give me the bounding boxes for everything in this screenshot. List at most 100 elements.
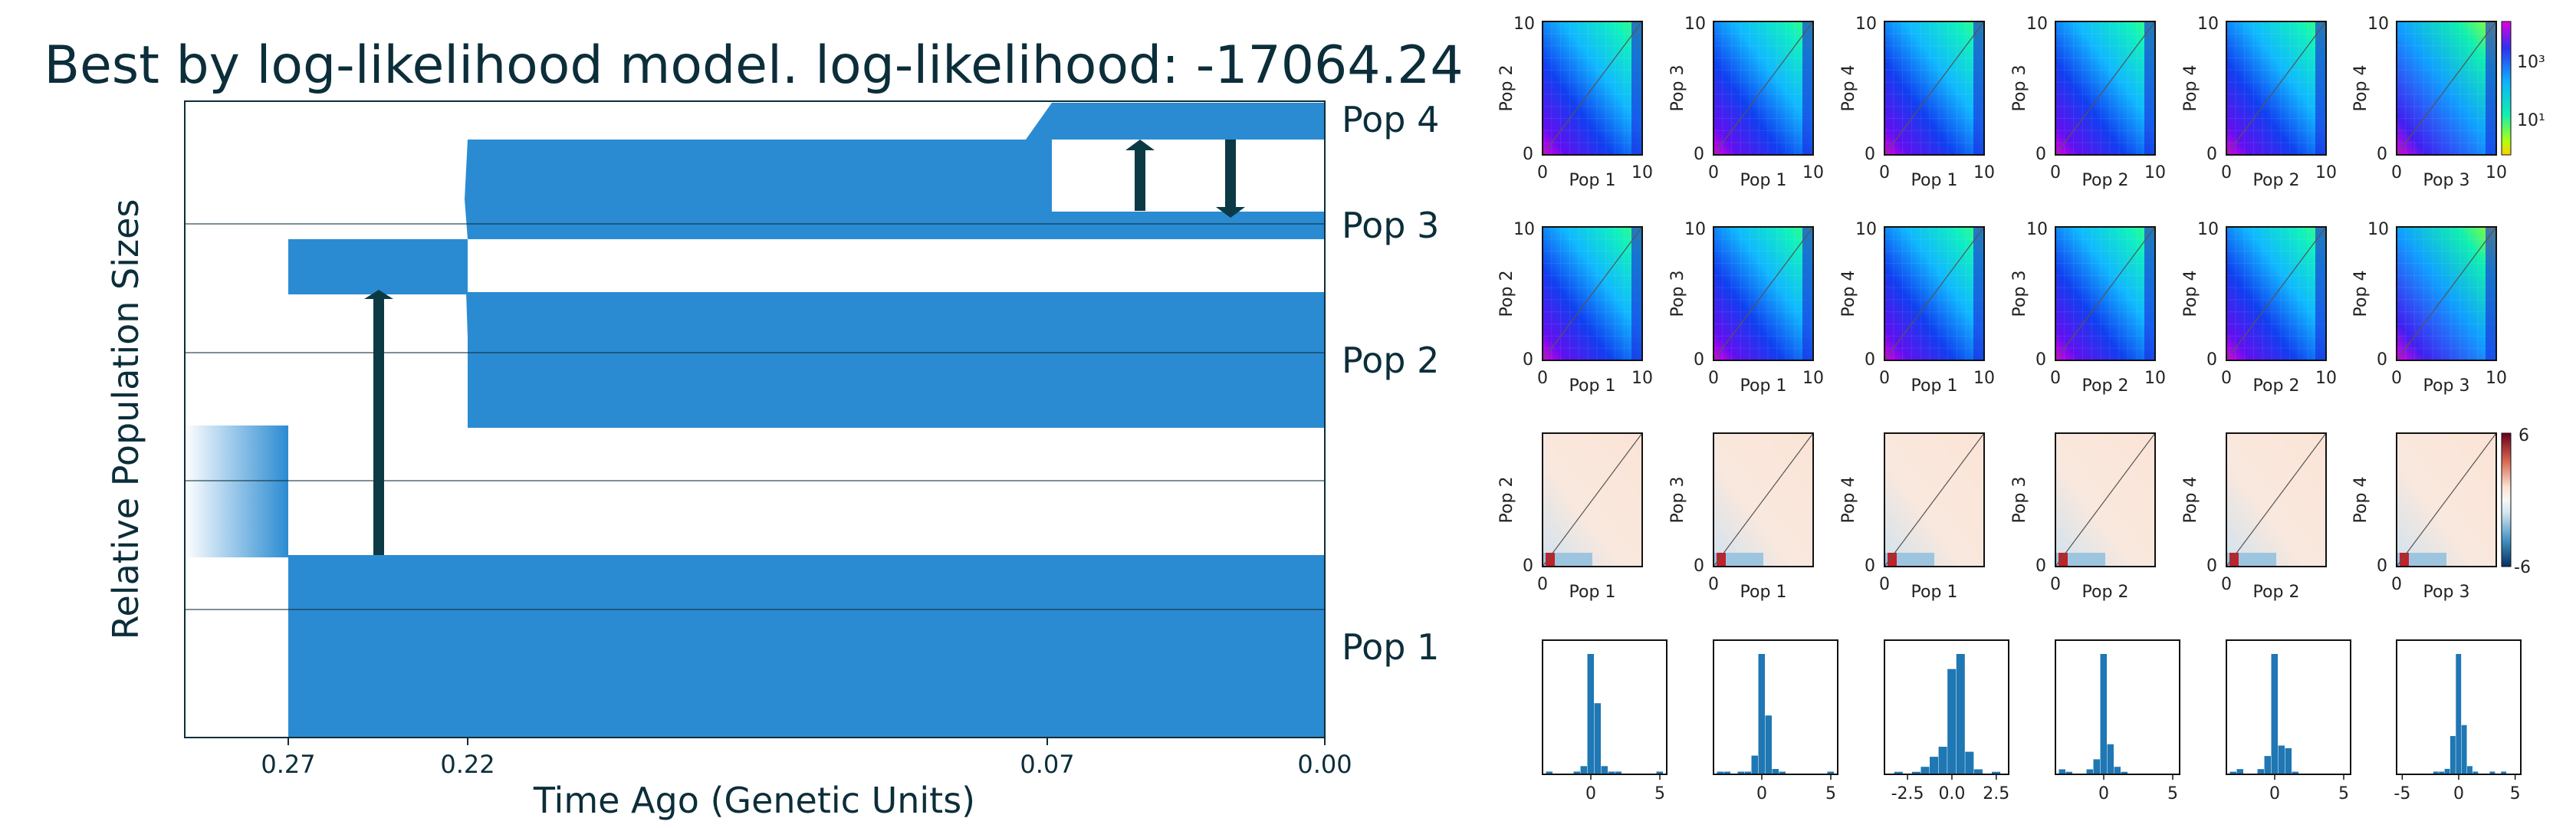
y-axis-label: Pop 2 (1497, 65, 1516, 112)
migration-arrow-pop1-to-pop2 (364, 290, 393, 555)
edge-cells (1631, 21, 1642, 155)
y-axis-label: Pop 4 (2181, 477, 2200, 524)
colorbar-tick: -6 (2514, 558, 2531, 577)
histogram-x-tick: -5 (2394, 784, 2410, 803)
histogram-x-tick: 0 (1585, 784, 1596, 803)
histogram-bar (1758, 654, 1765, 774)
histogram-x-tick: 0 (2453, 784, 2464, 803)
histogram-bar (2439, 771, 2445, 774)
y-axis-label: Pop 2 (1497, 477, 1516, 524)
x-tick-label: 10 (2486, 369, 2507, 388)
pop3-label: Pop 3 (1342, 205, 1439, 246)
model-y-axis-label: Relative Population Sizes (105, 199, 146, 640)
edge-cells (1973, 21, 1984, 155)
x-axis-label: Pop 3 (2423, 376, 2470, 396)
low-residual-cells (1714, 553, 1763, 567)
y-axis-label: Pop 3 (1668, 477, 1687, 524)
x-tick-label: 10 (2486, 163, 2507, 182)
colorbar-tick: 10³ (2517, 53, 2545, 72)
histogram-bar (2501, 771, 2507, 774)
x-tick-label: 10 (1973, 369, 1995, 388)
x-tick-label: 0.07 (1020, 750, 1074, 779)
edge-cells (1802, 21, 1813, 155)
residual-histogram-panel: -5 0 5 (2394, 639, 2522, 803)
x-tick-label: 0 (2050, 575, 2061, 594)
x-axis-label: Pop 2 (2082, 583, 2129, 602)
histogram-bar (2264, 756, 2271, 774)
diagonal-line (1542, 226, 1643, 361)
colorbar-tick: 10¹ (2517, 111, 2545, 130)
migration-arrow-pop3-to-pop4 (1125, 140, 1155, 211)
y-tick-label: 0 (1523, 350, 1533, 370)
histogram-bar (2489, 771, 2496, 774)
histogram-x-tick: 0 (1756, 784, 1767, 803)
histogram-bar (2229, 771, 2236, 774)
low-residual-cells (2055, 553, 2105, 567)
histogram-bar (1573, 771, 1580, 774)
model-x-axis-label: Time Ago (Genetic Units) (533, 780, 975, 821)
histogram-bar (1546, 771, 1552, 774)
migration-arrow-pop4-to-pop3 (1216, 140, 1245, 218)
histogram-bar (1947, 669, 1957, 774)
x-tick-label: 0.22 (440, 750, 495, 779)
observed_sfs-panel: 00 10 10 Pop 1 Pop 3 (1668, 15, 1824, 190)
y-tick-label: 0 (2036, 145, 2046, 164)
diagonal-line (1713, 226, 1814, 361)
x-axis-label: Pop 1 (1569, 583, 1616, 602)
model_sfs-panel: 00 10 10 Pop 2 Pop 4 (2181, 220, 2337, 396)
x-axis-label: Pop 2 (2253, 376, 2300, 396)
population-blocks (185, 103, 1325, 738)
pop4-pop3-gap (1052, 141, 1325, 212)
x-tick-label: 0.27 (261, 750, 315, 779)
pop2-block-early (288, 239, 468, 294)
heatmap-frame (1884, 226, 1985, 361)
y-tick-label: 0 (2377, 145, 2387, 164)
y-axis-label: Pop 4 (1839, 65, 1858, 112)
x-axis-label: Pop 2 (2082, 376, 2129, 396)
diagonal-line (2396, 226, 2497, 361)
histogram-bar (1930, 757, 1939, 774)
histogram-bar (2121, 771, 2128, 774)
residuals-panel: 00 Pop 3 Pop 4 (2351, 432, 2497, 602)
observed_sfs-panel: 00 10 10 Pop 2 Pop 3 (2010, 15, 2166, 190)
histogram-bar (1615, 771, 1622, 774)
x-axis-label: Pop 2 (2082, 171, 2129, 190)
edge-cells (1973, 227, 1984, 360)
observed_sfs-panel: 00 10 10 Pop 3 Pop 4 (2351, 15, 2507, 190)
heatmap-frame (2396, 432, 2497, 567)
histogram-bar (1956, 654, 1965, 774)
histogram-bar (1587, 654, 1594, 774)
colorbar-tick: 6 (2518, 426, 2529, 445)
histogram-x-tick: 5 (2338, 784, 2349, 803)
y-tick-label: 10 (2367, 220, 2389, 239)
low-residual-cells (2397, 553, 2446, 567)
x-axis-label: Pop 1 (1740, 376, 1787, 396)
x-tick-label: 10 (1802, 163, 1824, 182)
histogram-bar (1656, 771, 1663, 774)
histogram-bar (2107, 744, 2114, 774)
y-tick-label: 0 (1694, 350, 1704, 370)
residuals-colorbar: 6 -6 (2501, 426, 2531, 577)
histogram-bar (2271, 654, 2278, 774)
y-tick-label: 0 (1523, 145, 1533, 164)
y-axis-label: Pop 4 (2351, 477, 2371, 524)
x-tick-label: 0 (1537, 163, 1548, 182)
histogram-bar (2058, 769, 2065, 774)
histogram-bar (1779, 771, 1786, 774)
x-tick-label: 10 (1631, 163, 1653, 182)
edge-cells (2315, 227, 2326, 360)
y-axis-label: Pop 4 (1839, 271, 1858, 317)
heatmap-frame (2396, 21, 2497, 156)
y-tick-label: 10 (2026, 15, 2048, 34)
edge-cells (2144, 227, 2155, 360)
histogram-bar (1827, 771, 1834, 774)
heatmap-frame (2055, 432, 2156, 567)
y-tick-label: 0 (2036, 557, 2046, 576)
x-tick-label: 0 (2221, 163, 2232, 182)
x-tick-label: 0 (1879, 163, 1890, 182)
x-tick-label: 0 (2391, 163, 2402, 182)
y-tick-label: 10 (2367, 15, 2389, 34)
